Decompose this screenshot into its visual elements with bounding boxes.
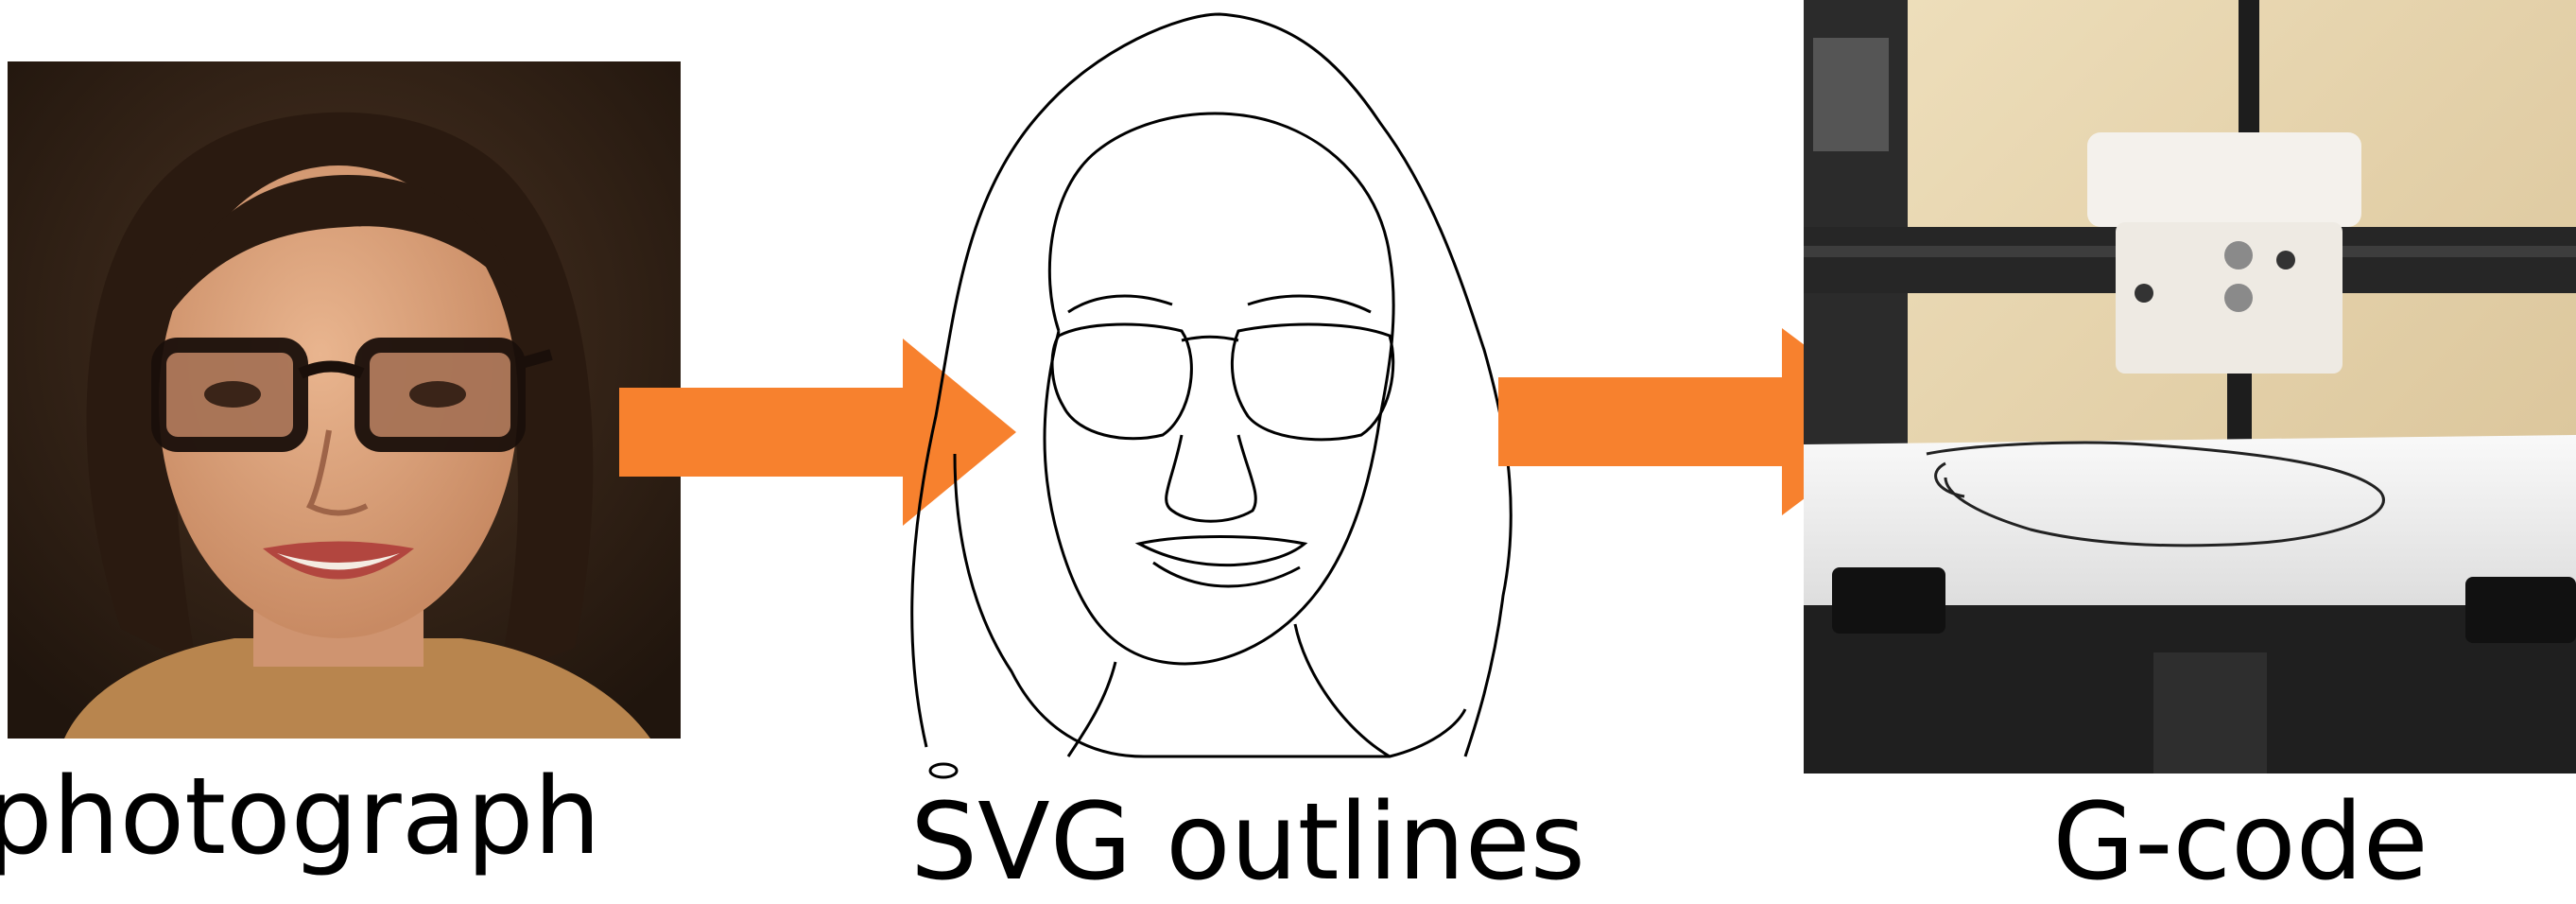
pen-plotter-photo — [1804, 0, 2576, 774]
photograph-caption: photograph — [0, 756, 601, 878]
arrow-right-icon — [619, 339, 1016, 526]
svg-outlines-caption: SVG outlines — [910, 781, 1585, 904]
photograph-image — [8, 61, 681, 739]
svg-outlines-drawing — [898, 9, 1588, 785]
g-code-caption: G-code — [2052, 781, 2429, 904]
